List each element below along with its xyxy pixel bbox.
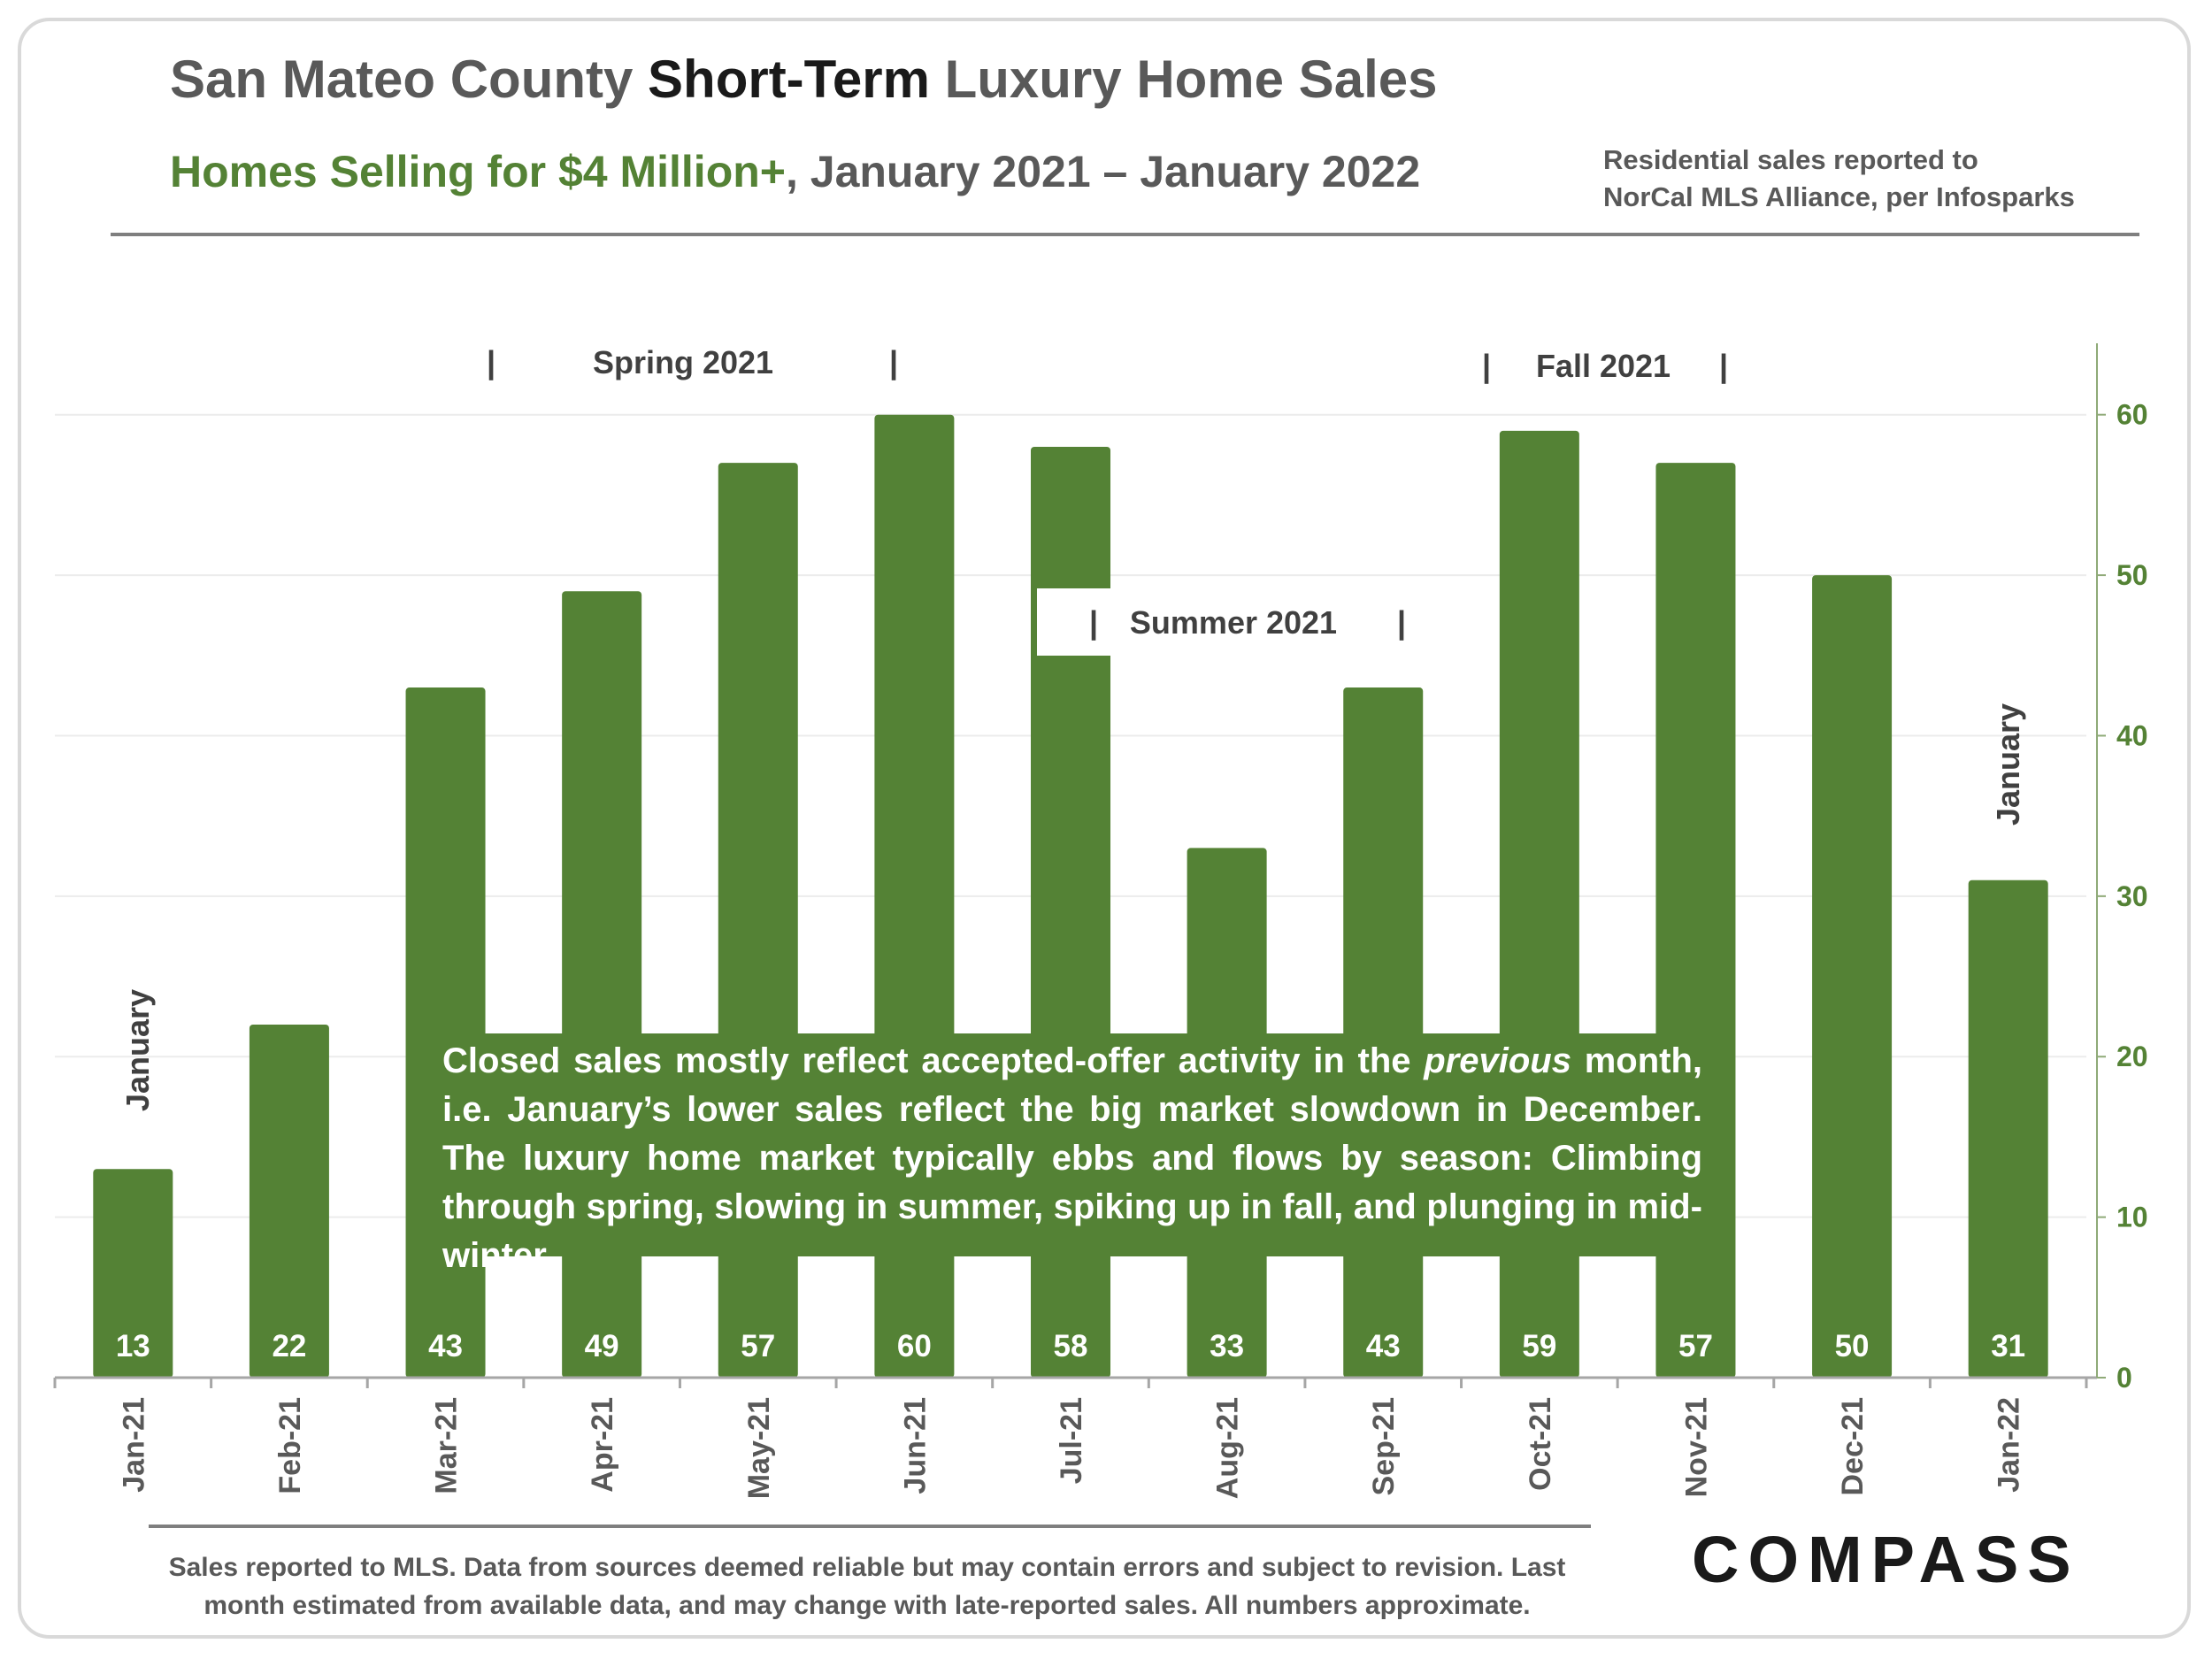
- title-part-1: San Mateo County: [170, 50, 649, 109]
- annotation-note: Closed sales mostly reflect accepted-off…: [442, 1037, 1702, 1275]
- x-tick-label: Nov-21: [1679, 1397, 1713, 1497]
- summer-bracket-right: |: [1397, 604, 1406, 641]
- source-line-1: Residential sales reported to: [1603, 144, 1978, 175]
- bar-value-label: 60: [897, 1329, 932, 1363]
- note-line-2: i.e. January’s lower sales reflect the b…: [442, 1090, 1702, 1178]
- source-line-2: NorCal MLS Alliance, per Infosparks: [1603, 181, 2075, 212]
- subtitle-rest: , January 2021 – January 2022: [785, 147, 1421, 196]
- summer-bracket-left: |: [1089, 604, 1098, 641]
- x-tick-label: Jan-21: [117, 1397, 150, 1493]
- note-line-4: spring, slowing in summer, spiking up in…: [442, 1187, 1702, 1275]
- y-tick-label: 10: [2116, 1202, 2148, 1233]
- bar: [562, 591, 642, 1378]
- y-tick-label: 60: [2116, 399, 2148, 431]
- y-tick-label: 50: [2116, 559, 2148, 591]
- january-label-left: January: [119, 989, 156, 1111]
- summer-label: Summer 2021: [1130, 604, 1337, 641]
- x-tick-label: Oct-21: [1524, 1397, 1557, 1491]
- spring-bracket-left: |: [487, 344, 495, 381]
- note-line-3: luxury home market typically ebbs and fl…: [442, 1139, 1702, 1226]
- fall-bracket-left: |: [1482, 348, 1491, 385]
- x-tick-label: Apr-21: [586, 1397, 619, 1493]
- spring-bracket-right: |: [889, 344, 898, 381]
- bar-value-label: 43: [1366, 1329, 1401, 1363]
- x-tick-label: May-21: [742, 1397, 776, 1499]
- title-part-2: Short-Term: [648, 50, 930, 109]
- x-tick-label: Mar-21: [430, 1397, 464, 1494]
- note-background: [407, 1033, 1725, 1256]
- bar-value-label: 31: [1991, 1329, 2025, 1363]
- footer-divider: [149, 1525, 1591, 1528]
- bar-value-label: 58: [1054, 1329, 1088, 1363]
- note-line-1-emphasis: previous: [1424, 1041, 1571, 1080]
- y-tick-label: 20: [2116, 1041, 2148, 1072]
- bar-value-label: 22: [272, 1329, 306, 1363]
- title-part-3: Luxury Home Sales: [929, 50, 1438, 109]
- bar-value-label: 33: [1210, 1329, 1244, 1363]
- bar: [249, 1024, 329, 1378]
- subtitle-green: Homes Selling for $4 Million+: [170, 147, 786, 196]
- bar-value-label: 49: [585, 1329, 619, 1363]
- bar-value-label: 43: [428, 1329, 463, 1363]
- x-tick-label: Jul-21: [1055, 1397, 1088, 1484]
- bar: [1812, 575, 1893, 1378]
- bar-value-label: 50: [1835, 1329, 1870, 1363]
- x-tick-label: Jan-22: [1993, 1397, 2026, 1493]
- january-label-right: January: [1990, 703, 2026, 826]
- bar: [93, 1169, 173, 1378]
- x-tick-label: Sep-21: [1367, 1397, 1401, 1496]
- y-tick-label: 40: [2116, 719, 2148, 751]
- compass-logo: COMPASS: [1692, 1523, 2080, 1596]
- source-note: Residential sales reported to NorCal MLS…: [1603, 142, 2075, 216]
- chart-subtitle: Homes Selling for $4 Million+, January 2…: [170, 146, 1420, 197]
- x-tick-label: Aug-21: [1211, 1397, 1245, 1499]
- footnote: Sales reported to MLS. Data from sources…: [124, 1548, 1610, 1624]
- x-tick-label: Jun-21: [898, 1397, 932, 1494]
- bar-value-label: 13: [116, 1329, 150, 1363]
- summer-label-box: [1037, 588, 1409, 656]
- header-divider: [111, 233, 2139, 236]
- x-tick-label: Feb-21: [273, 1397, 307, 1494]
- footnote-line-1: Sales reported to MLS. Data from sources…: [168, 1553, 1566, 1582]
- bar-value-label: 57: [1678, 1329, 1713, 1363]
- bar-value-label: 57: [741, 1329, 775, 1363]
- bar: [1968, 879, 2048, 1378]
- bar-value-label: 59: [1522, 1329, 1556, 1363]
- fall-label: Fall 2021: [1536, 348, 1671, 384]
- chart-title: San Mateo County Short-Term Luxury Home …: [170, 49, 1437, 110]
- footnote-line-2: month estimated from available data, and…: [204, 1591, 1531, 1620]
- chart-frame: [18, 18, 2191, 1639]
- note-line-1b: month,: [1571, 1041, 1702, 1080]
- spring-label: Spring 2021: [593, 344, 773, 380]
- bar: [1343, 687, 1424, 1378]
- note-line-1a: Closed sales mostly reflect accepted-off…: [442, 1041, 1425, 1080]
- y-tick-label: 0: [2116, 1362, 2132, 1394]
- x-tick-label: Dec-21: [1836, 1397, 1870, 1496]
- y-tick-label: 30: [2116, 880, 2148, 912]
- fall-bracket-right: |: [1719, 348, 1728, 385]
